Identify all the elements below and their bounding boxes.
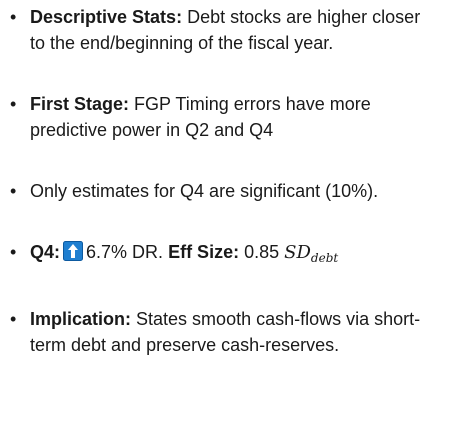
bullet: Only estimates for Q4 are significant (1… xyxy=(0,178,435,204)
math-subscript: debt xyxy=(310,251,339,265)
bullet-label: Descriptive Stats: xyxy=(30,7,183,27)
bullet-text: Only estimates for Q4 are significant (1… xyxy=(30,181,379,201)
bullet-label: Implication: xyxy=(30,309,132,329)
bullet-text: Debt stocks are higher closer to the end… xyxy=(30,7,421,53)
bullet-list: Descriptive Stats: Debt stocks are highe… xyxy=(0,0,462,358)
up-arrow-icon xyxy=(63,241,84,261)
bullet-label: Q4: xyxy=(30,242,61,262)
bullet-label: Eff Size: xyxy=(168,242,240,262)
bullet-label: First Stage: xyxy=(30,94,130,114)
math-symbol: SD xyxy=(284,242,311,263)
bullet-text: FGP Timing errors have more predictive p… xyxy=(30,94,371,140)
bullet: First Stage: FGP Timing errors have more… xyxy=(0,91,435,143)
bullet-text: 6.7% DR. xyxy=(86,242,164,262)
bullet: Q4: 6.7% DR. Eff Size: 0.85 SDdebt xyxy=(0,239,435,271)
bullet-text: 0.85 xyxy=(244,242,280,262)
math: SDdebt xyxy=(284,242,339,265)
bullet-text: States smooth cash-flows via short-term … xyxy=(30,309,421,355)
bullet: Descriptive Stats: Debt stocks are highe… xyxy=(0,4,435,56)
bullet: Implication: States smooth cash-flows vi… xyxy=(0,306,435,358)
